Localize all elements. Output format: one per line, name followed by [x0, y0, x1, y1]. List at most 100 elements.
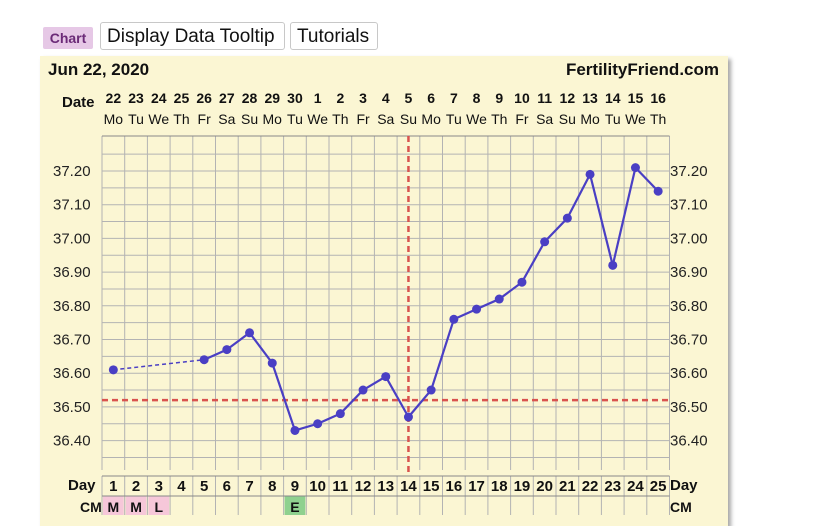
cm-cell-bg — [103, 496, 124, 515]
cycle-day-label: 20 — [536, 478, 553, 495]
cm-value-label: M — [130, 499, 142, 515]
weekday-label: Fr — [515, 111, 529, 127]
temperature-point — [608, 260, 618, 270]
tutorials-button[interactable]: Tutorials — [290, 22, 378, 50]
chart-tab[interactable]: Chart — [43, 27, 93, 49]
weekday-label: Tu — [446, 111, 462, 127]
y-tick-label-left: 36.80 — [53, 298, 91, 315]
date-label: 28 — [242, 90, 258, 106]
y-tick-label-left: 36.90 — [53, 264, 91, 281]
weekday-label: Th — [650, 111, 666, 127]
date-row-label: Date — [62, 94, 95, 111]
display-data-tooltip-button[interactable]: Display Data Tooltip — [100, 22, 285, 50]
date-label: 9 — [495, 90, 503, 106]
cycle-day-label: 5 — [200, 478, 208, 495]
temperature-line — [498, 281, 523, 300]
cycle-day-label: 22 — [582, 478, 599, 495]
date-label: 7 — [450, 90, 458, 106]
weekday-label: Sa — [536, 111, 553, 127]
cycle-day-label: 18 — [491, 478, 508, 495]
date-label: 23 — [128, 90, 144, 106]
cycle-day-label: 7 — [245, 478, 253, 495]
day-row-label-left: Day — [68, 477, 96, 494]
weekday-label: Fr — [356, 111, 370, 127]
weekday-label: Tu — [287, 111, 303, 127]
cycle-day-label: 11 — [332, 478, 348, 495]
cm-cell-bg — [125, 496, 147, 515]
weekday-label: We — [625, 111, 646, 127]
cycle-day-label: 12 — [355, 478, 372, 495]
y-tick-label-left: 36.60 — [53, 365, 91, 382]
y-tick-label-left: 37.10 — [53, 197, 91, 214]
date-label: 16 — [650, 90, 666, 106]
temperature-line — [611, 167, 637, 266]
cm-cell-bg — [284, 496, 306, 515]
date-label: 6 — [427, 90, 435, 106]
weekday-label: Mo — [104, 111, 124, 127]
temperature-line — [226, 331, 251, 351]
cm-row-label-left: CM — [80, 499, 102, 515]
y-tick-label-right: 36.80 — [670, 298, 708, 315]
weekday-label: Th — [332, 111, 348, 127]
y-tick-label-right: 37.20 — [670, 163, 708, 180]
temperature-line — [271, 362, 296, 431]
cycle-day-label: 13 — [377, 478, 394, 495]
y-tick-label-left: 37.20 — [53, 163, 91, 180]
cycle-day-label: 21 — [559, 478, 576, 495]
temperature-point — [653, 186, 663, 196]
cycle-day-label: 2 — [132, 478, 140, 495]
cm-value-label: E — [290, 499, 299, 515]
temperature-point — [494, 294, 504, 304]
weekday-label: Fr — [198, 111, 212, 127]
y-tick-label-left: 37.00 — [53, 230, 91, 247]
y-tick-label-right: 36.40 — [670, 433, 708, 450]
weekday-label: Tu — [605, 111, 621, 127]
weekday-label: Mo — [263, 111, 283, 127]
date-label: 10 — [514, 90, 530, 106]
cycle-day-label: 4 — [177, 478, 186, 495]
date-label: 2 — [336, 90, 344, 106]
temperature-point — [199, 355, 209, 365]
weekday-label: Mo — [421, 111, 441, 127]
weekday-label: Su — [559, 111, 576, 127]
weekday-label: Sa — [377, 111, 394, 127]
date-label: 3 — [359, 90, 367, 106]
temperature-point — [381, 372, 391, 382]
cycle-day-label: 10 — [309, 478, 326, 495]
date-label: 8 — [473, 90, 481, 106]
temperature-point — [517, 277, 527, 287]
temperature-line — [634, 166, 659, 192]
date-label: 1 — [314, 90, 322, 106]
cycle-day-label: 16 — [446, 478, 463, 495]
cm-value-label: L — [154, 499, 163, 515]
weekday-label: Mo — [580, 111, 600, 127]
fertility-chart: Jun 22, 2020 FertilityFriend.com Date Da… — [48, 60, 719, 515]
temperature-point — [245, 328, 255, 338]
date-label: 26 — [196, 90, 212, 106]
date-label: 12 — [560, 90, 576, 106]
temperature-line — [588, 174, 614, 266]
y-tick-label-left: 36.70 — [53, 332, 91, 349]
cm-cell-bg — [148, 496, 170, 515]
weekday-label: Tu — [128, 111, 144, 127]
y-tick-label-right: 37.10 — [670, 197, 708, 214]
weekday-label: Su — [400, 111, 417, 127]
temperature-point — [108, 365, 118, 375]
temperature-point — [222, 345, 232, 355]
temperature-point — [562, 213, 572, 223]
y-tick-label-right: 36.70 — [670, 332, 708, 349]
weekday-label: We — [307, 111, 328, 127]
date-label: 4 — [382, 90, 390, 106]
temperature-line — [520, 241, 546, 283]
chart-panel — [40, 56, 728, 526]
temperature-point — [290, 425, 300, 435]
date-label: 13 — [582, 90, 598, 106]
temperature-point — [403, 412, 413, 422]
cycle-day-label: 23 — [604, 478, 621, 495]
cycle-day-label: 25 — [650, 478, 667, 495]
temperature-line — [248, 332, 274, 364]
y-tick-label-right: 37.00 — [670, 230, 708, 247]
y-tick-label-right: 36.60 — [670, 365, 708, 382]
cycle-day-label: 24 — [627, 478, 644, 495]
y-tick-label-right: 36.50 — [670, 399, 708, 416]
